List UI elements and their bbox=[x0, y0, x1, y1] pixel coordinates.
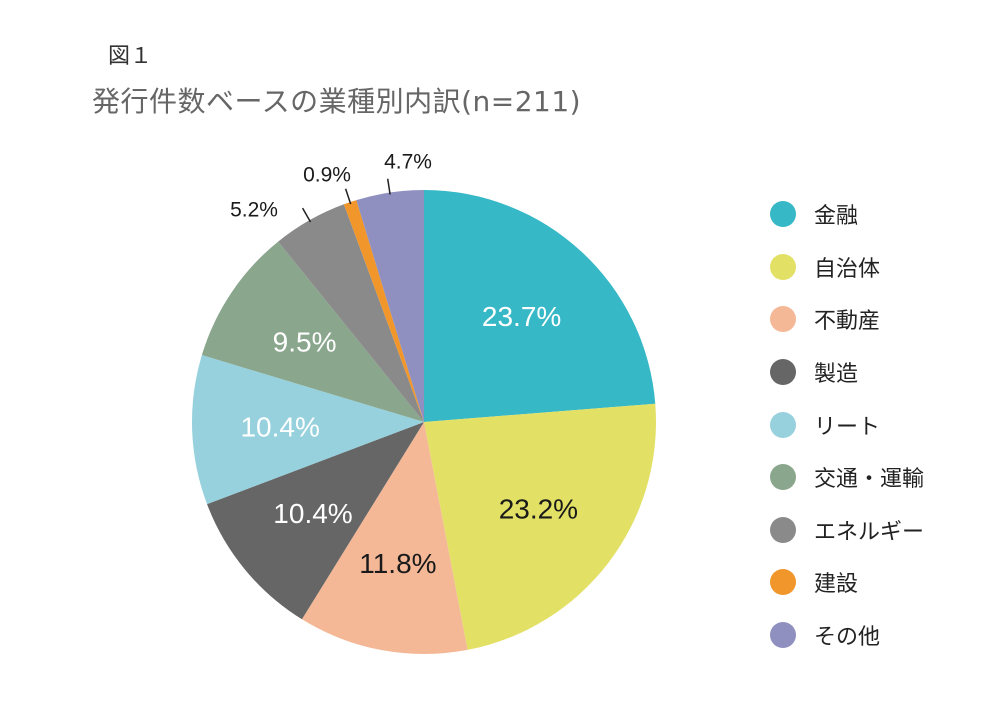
leader-line-6 bbox=[301, 207, 312, 223]
pie-slice-0 bbox=[424, 190, 656, 422]
legend-swatch-4 bbox=[770, 411, 796, 438]
legend-swatch-7 bbox=[770, 569, 796, 596]
legend-label-1: 自治体 bbox=[814, 256, 881, 282]
legend-label-0: 金融 bbox=[814, 204, 859, 230]
legend: 金融自治体不動産製造リート交通・運輸エネルギー建設その他 bbox=[770, 188, 924, 661]
pie-slice-2 bbox=[301, 422, 468, 654]
slice-label-4: 10.4% bbox=[240, 412, 319, 443]
pie-slice-4 bbox=[192, 355, 424, 505]
pie-slices bbox=[192, 190, 656, 654]
slice-label-1: 23.2% bbox=[499, 494, 578, 525]
legend-swatch-3 bbox=[770, 359, 796, 386]
pie-slice-7 bbox=[343, 200, 424, 422]
legend-item-7: 建設 bbox=[770, 556, 924, 609]
legend-item-3: 製造 bbox=[770, 346, 924, 399]
slice-label-3: 10.4% bbox=[273, 498, 352, 529]
legend-item-2: 不動産 bbox=[770, 293, 924, 346]
slice-label-6: 5.2% bbox=[230, 199, 278, 222]
figure-label: 図１ bbox=[108, 44, 153, 69]
legend-label-5: 交通・運輸 bbox=[814, 467, 925, 493]
pie-slice-8 bbox=[356, 190, 424, 422]
slice-label-5: 9.5% bbox=[273, 326, 337, 357]
legend-item-5: 交通・運輸 bbox=[770, 451, 924, 504]
slice-label-7: 0.9% bbox=[303, 164, 351, 187]
legend-label-2: 不動産 bbox=[814, 309, 881, 335]
legend-swatch-1 bbox=[770, 253, 796, 280]
legend-swatch-2 bbox=[770, 306, 796, 333]
pie-slice-3 bbox=[207, 422, 424, 620]
slice-label-0: 23.7% bbox=[482, 301, 561, 332]
legend-label-3: 製造 bbox=[814, 362, 859, 388]
pie-labels: 23.7%23.2%11.8%10.4%10.4%9.5%5.2%0.9%4.7… bbox=[230, 151, 578, 579]
leader-line-8 bbox=[386, 178, 391, 195]
legend-swatch-8 bbox=[770, 622, 796, 649]
pie-slice-5 bbox=[201, 241, 424, 422]
slice-label-2: 11.8% bbox=[359, 548, 436, 579]
pie-slice-6 bbox=[278, 204, 424, 422]
pie-slice-1 bbox=[424, 403, 656, 650]
legend-swatch-6 bbox=[770, 516, 796, 543]
legend-item-4: リート bbox=[770, 398, 924, 451]
legend-swatch-0 bbox=[770, 201, 796, 228]
chart-title: 発行件数ベースの業種別内訳(n=211) bbox=[92, 85, 582, 118]
legend-label-6: エネルギー bbox=[814, 519, 925, 545]
legend-item-6: エネルギー bbox=[770, 504, 924, 557]
legend-swatch-5 bbox=[770, 464, 796, 491]
legend-label-8: その他 bbox=[814, 625, 881, 651]
legend-label-4: リート bbox=[814, 414, 881, 440]
leader-line-7 bbox=[344, 188, 352, 205]
legend-label-7: 建設 bbox=[814, 572, 859, 598]
legend-item-0: 金融 bbox=[770, 188, 924, 241]
slice-label-8: 4.7% bbox=[384, 151, 432, 174]
legend-item-1: 自治体 bbox=[770, 241, 924, 294]
legend-item-8: その他 bbox=[770, 609, 924, 662]
